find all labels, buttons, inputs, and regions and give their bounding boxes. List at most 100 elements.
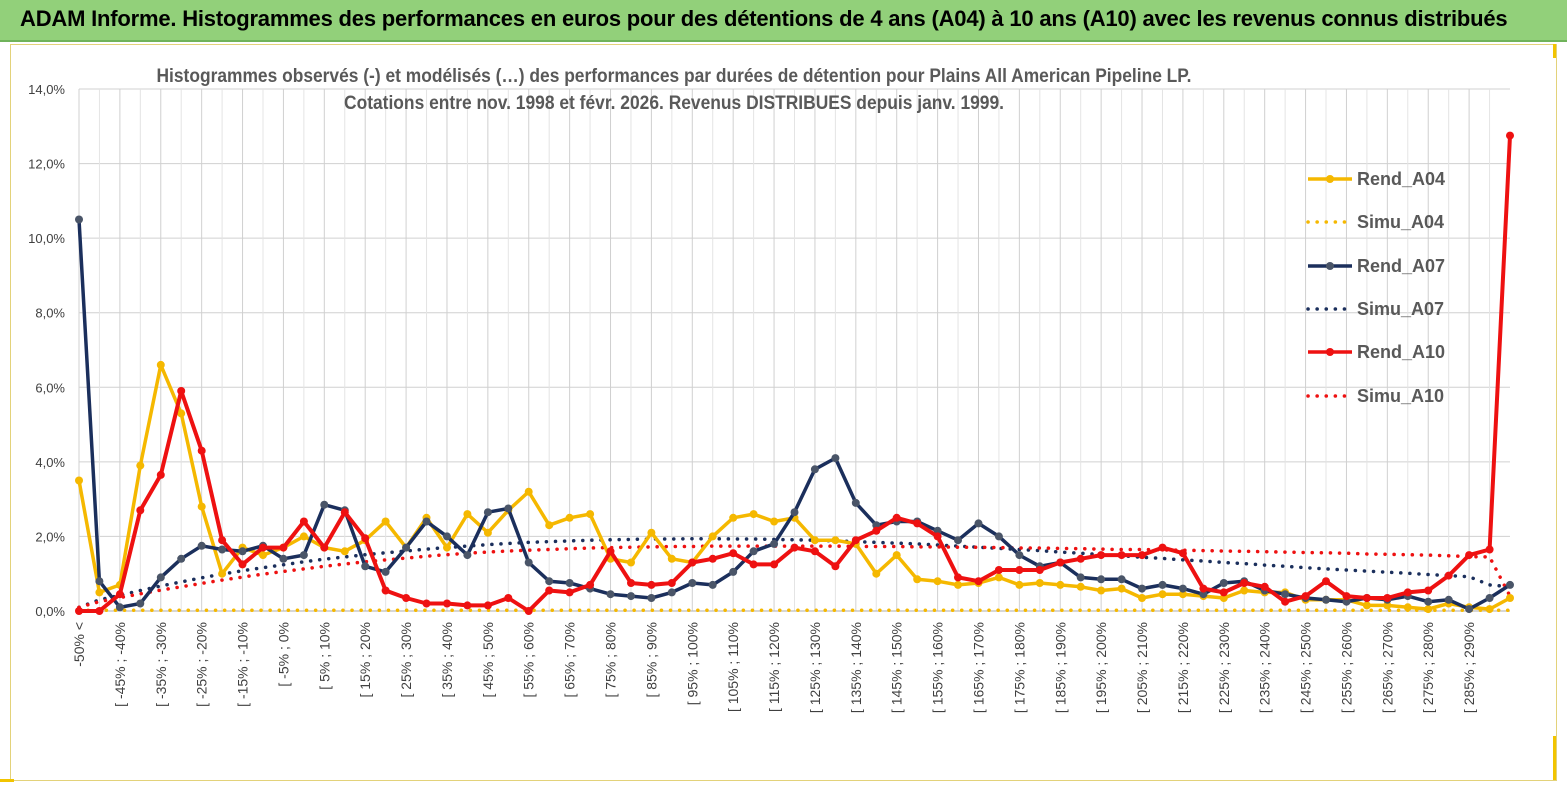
data-point-rend-a10 — [1301, 592, 1310, 601]
data-point-rend-a10 — [1465, 551, 1474, 560]
data-point-rend-a10 — [1444, 571, 1453, 580]
data-point-rend-a04 — [340, 547, 349, 556]
data-point-rend-a04 — [1015, 580, 1024, 589]
chart-title-line-1: Histogrammes observés (-) et modélisés (… — [157, 66, 1192, 87]
legend-marker-rend-a07 — [1326, 262, 1334, 270]
data-point-rend-a04 — [524, 487, 533, 496]
data-point-rend-a07 — [1506, 580, 1514, 589]
data-point-rend-a04 — [197, 502, 206, 511]
data-point-rend-a04 — [1362, 601, 1371, 610]
data-point-rend-a10 — [606, 547, 615, 556]
y-tick-label: 10,0% — [28, 231, 65, 246]
data-point-rend-a04 — [1485, 605, 1494, 614]
y-tick-label: 4,0% — [35, 455, 65, 470]
x-tick-label: [ 155% ; 160% — [930, 622, 946, 713]
data-point-rend-a07 — [627, 592, 635, 601]
legend-label-simu-a07: Simu_A07 — [1357, 299, 1444, 319]
data-point-rend-a10 — [810, 547, 819, 556]
data-point-rend-a04 — [177, 409, 186, 418]
data-point-rend-a07 — [974, 519, 983, 528]
data-point-rend-a10 — [504, 594, 513, 602]
data-point-rend-a07 — [422, 517, 431, 526]
data-point-rend-a10 — [402, 594, 411, 602]
data-point-rend-a07 — [1097, 575, 1106, 584]
data-point-rend-a10 — [994, 566, 1003, 574]
data-point-rend-a10 — [770, 560, 779, 569]
data-point-rend-a07 — [524, 558, 533, 567]
y-tick-label: 8,0% — [35, 306, 65, 321]
data-point-rend-a07 — [994, 532, 1003, 541]
data-point-rend-a04 — [381, 517, 390, 526]
data-point-rend-a07 — [749, 547, 758, 556]
data-point-rend-a10 — [708, 554, 717, 563]
data-point-rend-a07 — [1138, 584, 1146, 593]
data-point-rend-a04 — [259, 551, 267, 560]
legend-label-rend-a04: Rend_A04 — [1357, 169, 1445, 189]
data-point-rend-a07 — [667, 588, 676, 597]
data-point-rend-a10 — [790, 543, 799, 552]
data-point-rend-a07 — [770, 539, 779, 548]
data-point-rend-a10 — [1322, 577, 1330, 586]
data-point-rend-a10 — [340, 508, 349, 517]
data-point-rend-a07 — [1444, 595, 1453, 604]
data-point-rend-a07 — [1465, 605, 1474, 614]
data-point-rend-a10 — [1015, 566, 1024, 574]
y-tick-label: 12,0% — [28, 157, 65, 172]
data-point-rend-a04 — [443, 543, 451, 552]
data-point-rend-a04 — [667, 554, 676, 563]
data-point-rend-a10 — [627, 579, 635, 587]
data-point-rend-a04 — [933, 577, 942, 586]
data-point-rend-a10 — [259, 543, 267, 552]
data-point-rend-a10 — [1199, 584, 1208, 593]
x-tick-label: [ 75% ; 80% — [603, 622, 619, 698]
data-point-rend-a10 — [279, 543, 288, 552]
x-tick-label: [ 255% ; 260% — [1338, 622, 1354, 713]
x-tick-label: [ 35% ; 40% — [439, 622, 455, 698]
x-tick-label: [ -25% ; -20% — [194, 622, 210, 707]
data-point-rend-a10 — [1158, 543, 1167, 552]
data-point-rend-a04 — [545, 521, 554, 530]
data-point-rend-a04 — [1403, 603, 1412, 612]
data-point-rend-a04 — [1178, 590, 1187, 599]
data-point-rend-a10 — [1035, 566, 1044, 574]
legend-label-rend-a10: Rend_A10 — [1357, 342, 1445, 362]
data-point-rend-a04 — [954, 580, 962, 589]
chart-title-line-2: Cotations entre nov. 1998 et févr. 2026.… — [344, 93, 1004, 114]
x-tick-label: [ 55% ; 60% — [521, 622, 537, 698]
legend-label-simu-a10: Simu_A10 — [1357, 386, 1444, 406]
frame-corner-tr — [1553, 44, 1556, 58]
data-point-rend-a04 — [95, 588, 104, 597]
data-point-rend-a07 — [463, 551, 472, 560]
data-point-rend-a10 — [872, 526, 881, 535]
x-tick-label: [ 25% ; 30% — [398, 622, 414, 698]
data-point-rend-a07 — [1158, 580, 1167, 589]
data-point-rend-a07 — [1076, 573, 1085, 582]
data-point-rend-a10 — [136, 506, 145, 515]
legend-marker-rend-a04 — [1326, 175, 1334, 183]
data-point-rend-a10 — [933, 532, 942, 541]
data-point-rend-a07 — [1342, 597, 1351, 606]
data-point-rend-a07 — [1281, 590, 1290, 599]
x-tick-label: -50% < — [71, 622, 87, 667]
y-tick-label: 0,0% — [35, 604, 65, 619]
data-point-rend-a07 — [177, 554, 186, 563]
data-point-rend-a10 — [443, 599, 451, 608]
data-point-rend-a04 — [1138, 594, 1146, 602]
frame-corner-br — [1553, 736, 1556, 780]
x-tick-label: [ 195% ; 200% — [1093, 622, 1109, 713]
data-point-rend-a10 — [892, 513, 901, 522]
data-point-rend-a04 — [1219, 594, 1228, 602]
data-point-rend-a10 — [729, 549, 738, 558]
x-tick-label: [ 65% ; 70% — [562, 622, 578, 698]
data-point-rend-a10 — [299, 517, 308, 526]
data-point-rend-a07 — [1424, 597, 1433, 606]
x-tick-label: [ 175% ; 180% — [1011, 622, 1027, 713]
legend-label-simu-a04: Simu_A04 — [1357, 212, 1444, 232]
data-point-rend-a07 — [279, 554, 288, 563]
data-point-rend-a10 — [1056, 558, 1065, 567]
data-point-rend-a07 — [1199, 590, 1208, 599]
data-point-rend-a04 — [647, 528, 656, 537]
data-point-rend-a04 — [218, 569, 227, 578]
data-point-rend-a10 — [197, 446, 206, 455]
